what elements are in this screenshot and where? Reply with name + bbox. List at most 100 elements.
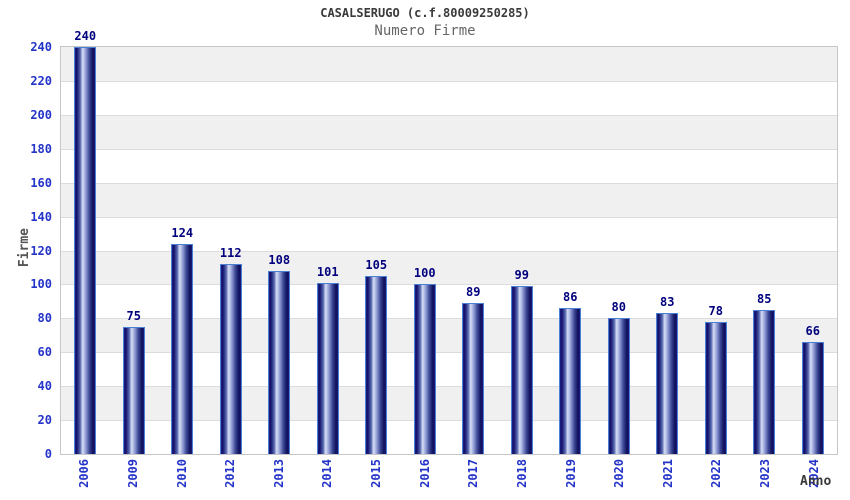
- gridline: [61, 251, 837, 252]
- x-label-slot: 2023: [741, 459, 790, 499]
- gridline: [61, 386, 837, 387]
- bar-2023: [753, 310, 776, 454]
- x-tick-label: 2019: [563, 459, 578, 488]
- bar-2021: [656, 313, 679, 454]
- gridline: [61, 149, 837, 150]
- plot-band: [61, 80, 837, 115]
- bar-slot: 66: [789, 47, 838, 454]
- x-tick-label: 2014: [320, 459, 335, 488]
- y-tick-label: 140: [30, 209, 52, 224]
- x-tick-label: 2010: [174, 459, 189, 488]
- gridline: [61, 81, 837, 82]
- gridline: [61, 420, 837, 421]
- y-tick-label: 80: [37, 311, 52, 326]
- bar-value-label: 78: [708, 304, 723, 318]
- y-tick-label: 60: [37, 345, 52, 360]
- bar-value-label: 66: [805, 324, 820, 338]
- x-label-slot: 2020: [595, 459, 644, 499]
- x-tick-label: 2016: [417, 459, 432, 488]
- bar-2013: [268, 271, 291, 454]
- x-axis-labels: 2006 2009 2010 2012 2013 2014 2015 2016 2017 2018…: [60, 459, 838, 499]
- x-label-slot: 2022: [692, 459, 741, 499]
- x-label-slot: 2016: [400, 459, 449, 499]
- bar-value-label: 85: [757, 292, 772, 306]
- bar-2022: [704, 322, 727, 454]
- x-label-slot: 2021: [644, 459, 693, 499]
- x-label-slot: 2012: [206, 459, 255, 499]
- x-axis-title: Anno: [800, 474, 832, 489]
- gridline: [61, 352, 837, 353]
- x-tick-label: 2013: [271, 459, 286, 488]
- bar-slot: 99: [498, 47, 547, 454]
- x-label-slot: 2015: [352, 459, 401, 499]
- bar-slot: 100: [401, 47, 450, 454]
- bar-2014: [316, 283, 339, 454]
- bar-2009: [122, 327, 145, 454]
- bar-2015: [365, 276, 388, 454]
- plot-band: [61, 182, 837, 217]
- bar-slot: 108: [255, 47, 304, 454]
- bar-value-label: 124: [171, 226, 194, 240]
- bar-value-label: 112: [219, 246, 242, 260]
- gridline: [61, 115, 837, 116]
- bar-2010: [171, 244, 194, 454]
- y-tick-label: 220: [30, 73, 52, 88]
- bar-value-label: 101: [316, 265, 339, 279]
- bar-slot: 78: [692, 47, 741, 454]
- x-label-slot: 2014: [303, 459, 352, 499]
- bar-value-label: 99: [514, 268, 529, 282]
- plot-area: 240 75 124 112 108 101 105 100 89 99 86 80 83 78 85 66: [60, 30, 838, 455]
- bar-2024: [801, 342, 824, 454]
- y-tick-label: 40: [37, 379, 52, 394]
- gridline: [61, 318, 837, 319]
- x-tick-label: 2009: [125, 459, 140, 488]
- bar-2012: [219, 264, 242, 454]
- bar-slot: 240: [61, 30, 110, 454]
- x-label-slot: 2019: [546, 459, 595, 499]
- x-tick-label: 2022: [709, 459, 724, 488]
- bar-2019: [559, 308, 582, 454]
- bar-slot: 86: [546, 47, 595, 454]
- x-tick-label: 2020: [612, 459, 627, 488]
- plot-band: [61, 47, 837, 81]
- bar-value-label: 89: [466, 285, 481, 299]
- x-tick-label: 2015: [369, 459, 384, 488]
- x-tick-label: 2017: [466, 459, 481, 488]
- bar-2006: [74, 47, 97, 454]
- bar-value-label: 75: [126, 309, 141, 323]
- bar-value-label: 105: [365, 258, 388, 272]
- x-label-slot: 2018: [498, 459, 547, 499]
- x-label-slot: 2013: [255, 459, 304, 499]
- bar-value-label: 83: [660, 295, 675, 309]
- x-tick-label: 2023: [758, 459, 773, 488]
- x-label-slot: 2009: [109, 459, 158, 499]
- y-tick-label: 20: [37, 413, 52, 428]
- x-tick-label: 2021: [660, 459, 675, 488]
- chart-title: CASALSERUGO (c.f.80009250285): [320, 6, 530, 20]
- x-tick-label: 2006: [77, 459, 92, 488]
- x-tick-label: 2012: [223, 459, 238, 488]
- gridline: [61, 183, 837, 184]
- bar-2020: [607, 318, 630, 454]
- y-tick-label: 100: [30, 277, 52, 292]
- y-tick-label: 200: [30, 107, 52, 122]
- bar-slot: 112: [207, 47, 256, 454]
- x-label-slot: 2017: [449, 459, 498, 499]
- bar-slot: 75: [110, 47, 159, 454]
- bar-value-label: 240: [74, 29, 97, 43]
- bar-2018: [510, 286, 533, 454]
- x-tick-label: 2018: [514, 459, 529, 488]
- bar-value-label: 80: [611, 300, 626, 314]
- bar-slot: 85: [740, 47, 789, 454]
- chart-subtitle: Numero Firme: [374, 23, 476, 39]
- bar-slot: 80: [595, 47, 644, 454]
- x-label-slot: 2010: [157, 459, 206, 499]
- bar-slot: 124: [158, 47, 207, 454]
- bar-slot: 89: [449, 47, 498, 454]
- bar-slot: 83: [643, 47, 692, 454]
- gridline: [61, 217, 837, 218]
- y-tick-label: 240: [30, 40, 52, 54]
- bars-row: 240 75 124 112 108 101 105 100 89 99 86 80 83 78 85 66: [61, 30, 838, 454]
- x-label-slot: 2006: [60, 459, 109, 499]
- bar-value-label: 100: [413, 266, 436, 280]
